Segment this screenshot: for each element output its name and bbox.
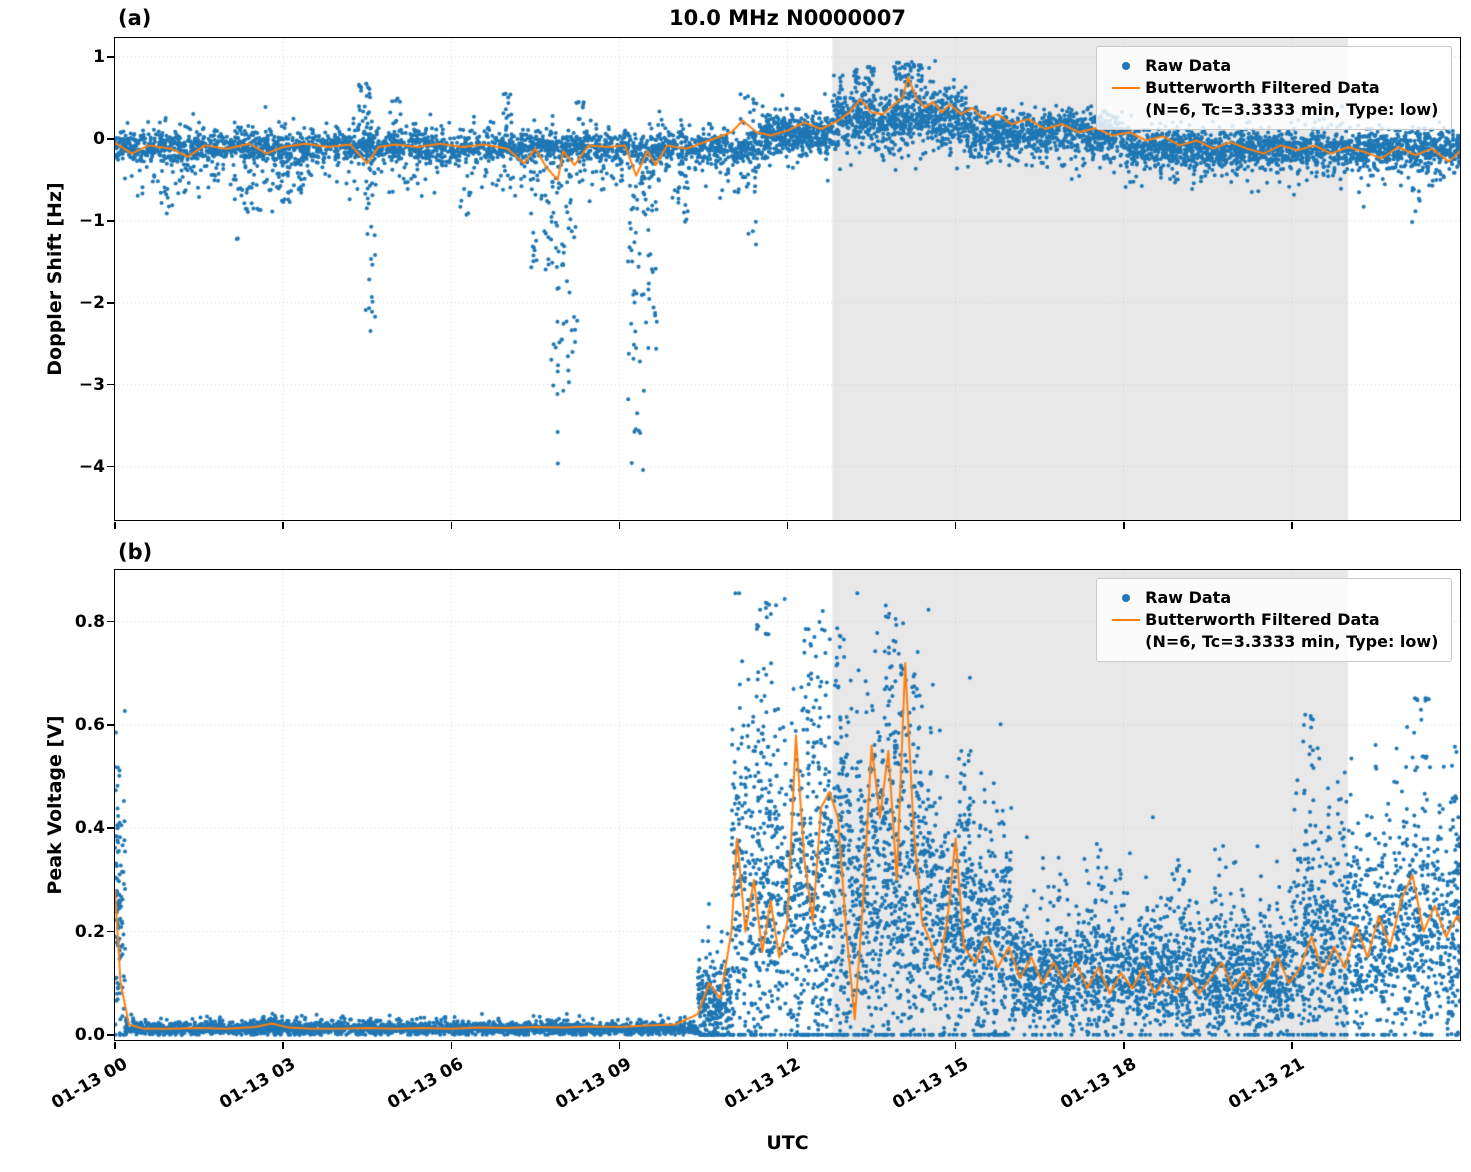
y-tick-label: 0.2 — [74, 921, 105, 942]
legend-a: Raw Data Butterworth Filtered Data (N=6,… — [1096, 45, 1452, 130]
y-tick-label: −1 — [78, 210, 105, 231]
x-tick-mark — [1291, 1041, 1293, 1049]
legend-raw-label: Raw Data — [1145, 55, 1232, 75]
chart-title: 10.0 MHz N0000007 — [669, 6, 906, 30]
legend-row-raw: Raw Data — [1107, 55, 1438, 77]
subplot-a: Raw Data Butterworth Filtered Data (N=6,… — [113, 36, 1461, 521]
x-tick-mark — [282, 521, 284, 529]
filtered-line-icon — [1112, 86, 1141, 89]
legend-b: Raw Data Butterworth Filtered Data (N=6,… — [1096, 577, 1452, 662]
y-tick-mark — [106, 620, 114, 623]
x-tick-mark — [618, 1041, 621, 1049]
y-axis-label-voltage: Peak Voltage [V] — [44, 715, 66, 895]
x-tick-mark — [450, 521, 452, 529]
y-tick-mark — [106, 56, 114, 58]
filtered-line-icon — [1112, 618, 1141, 621]
y-tick-mark — [106, 138, 114, 140]
x-tick-label: 01-13 12 — [720, 1054, 804, 1114]
y-tick-mark — [106, 302, 114, 304]
x-tick-label: 01-13 09 — [552, 1054, 636, 1114]
x-tick-mark — [1123, 1041, 1125, 1049]
x-tick-mark — [114, 521, 116, 529]
y-tick-mark — [106, 1034, 114, 1036]
x-tick-label: 01-13 03 — [216, 1054, 300, 1114]
y-tick-label: −4 — [78, 456, 105, 477]
y-tick-mark — [106, 827, 114, 829]
x-tick-mark — [1291, 521, 1293, 529]
legend-raw-label: Raw Data — [1145, 587, 1232, 607]
y-tick-mark — [106, 724, 114, 726]
legend-row-filtered: Butterworth Filtered Data (N=6, Tc=3.333… — [1107, 609, 1439, 653]
x-axis-label: UTC — [766, 1132, 809, 1154]
x-tick-label: 01-13 21 — [1225, 1054, 1308, 1114]
x-tick-mark — [1123, 521, 1125, 529]
y-tick-mark — [106, 930, 114, 933]
subplot-b: Raw Data Butterworth Filtered Data (N=6,… — [113, 568, 1461, 1041]
legend-filtered-label: Butterworth Filtered Data (N=6, Tc=3.333… — [1145, 609, 1438, 653]
legend-filtered-line2: (N=6, Tc=3.3333 min, Type: low) — [1145, 99, 1439, 119]
y-tick-label: 0.8 — [74, 611, 105, 632]
legend-filtered-line1: Butterworth Filtered Data — [1145, 77, 1380, 97]
legend-filtered-line1: Butterworth Filtered Data — [1145, 609, 1380, 629]
legend-row-filtered: Butterworth Filtered Data (N=6, Tc=3.333… — [1107, 77, 1439, 121]
x-tick-label: 01-13 06 — [384, 1054, 468, 1114]
y-tick-label: 1 — [93, 46, 105, 67]
y-tick-label: −3 — [78, 374, 105, 395]
x-tick-mark — [786, 1041, 789, 1049]
legend-row-raw: Raw Data — [1107, 587, 1438, 609]
y-tick-mark — [106, 220, 114, 222]
legend-filtered-line2: (N=6, Tc=3.3333 min, Type: low) — [1145, 631, 1439, 651]
subplot-b-label: (b) — [118, 540, 153, 564]
raw-data-dot-icon — [1122, 593, 1131, 602]
x-tick-mark — [618, 521, 621, 529]
y-tick-mark — [106, 383, 114, 386]
y-tick-mark — [106, 465, 114, 468]
y-tick-label: 0.0 — [74, 1024, 105, 1045]
x-tick-mark — [954, 1041, 957, 1049]
x-tick-mark — [282, 1041, 284, 1049]
subplot-a-label: (a) — [118, 6, 152, 30]
x-tick-mark — [114, 1041, 116, 1049]
y-tick-label: 0.4 — [74, 818, 105, 839]
legend-filtered-label: Butterworth Filtered Data (N=6, Tc=3.333… — [1145, 77, 1438, 121]
x-tick-label: 01-13 15 — [888, 1054, 972, 1114]
y-tick-label: 0 — [93, 128, 105, 149]
x-tick-mark — [786, 521, 789, 529]
raw-data-dot-icon — [1122, 61, 1131, 70]
y-tick-label: −2 — [78, 292, 105, 313]
x-tick-mark — [450, 1041, 452, 1049]
x-tick-label: 01-13 18 — [1057, 1054, 1140, 1114]
y-tick-label: 0.6 — [74, 714, 105, 735]
x-tick-label: 01-13 00 — [48, 1054, 131, 1114]
x-tick-mark — [954, 521, 957, 529]
